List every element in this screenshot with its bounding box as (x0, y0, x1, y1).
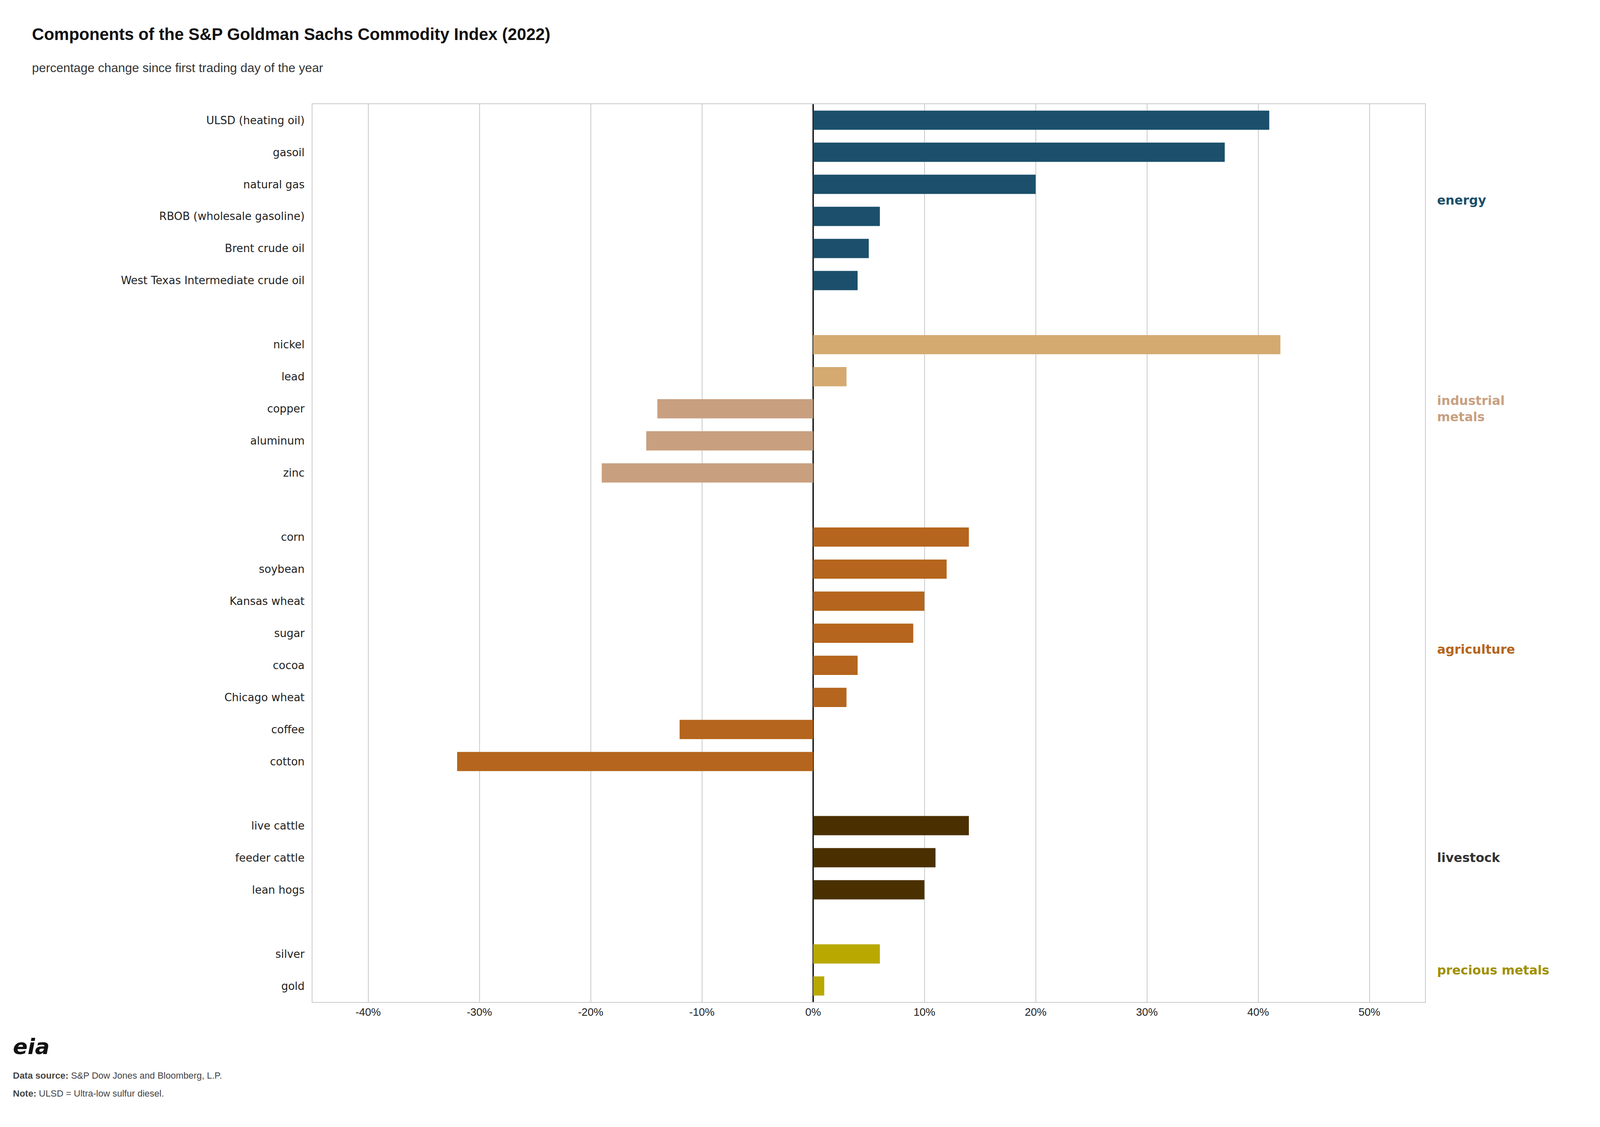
svg-text:lead: lead (281, 370, 305, 383)
svg-text:Note: ULSD = Ultra-low sulfur: Note: ULSD = Ultra-low sulfur diesel. (12, 1088, 165, 1099)
svg-text:Brent crude oil: Brent crude oil (225, 242, 305, 255)
svg-text:live cattle: live cattle (251, 819, 305, 833)
svg-text:West Texas Intermediate crude: West Texas Intermediate crude oil (120, 274, 305, 287)
svg-text:20%: 20% (1024, 1005, 1047, 1019)
svg-text:10%: 10% (913, 1005, 935, 1019)
svg-text:cocoa: cocoa (272, 659, 305, 672)
svg-text:-20%: -20% (577, 1005, 604, 1019)
svg-text:sugar: sugar (274, 627, 305, 640)
svg-text:Chicago wheat: Chicago wheat (224, 691, 305, 704)
svg-text:precious metals: precious metals (1437, 962, 1550, 978)
svg-text:gasoil: gasoil (272, 146, 305, 159)
svg-text:ULSD (heating oil): ULSD (heating oil) (206, 114, 305, 127)
svg-text:copper: copper (267, 402, 305, 415)
svg-text:-40%: -40% (355, 1005, 381, 1019)
svg-text:eia: eia (12, 1034, 50, 1060)
svg-text:livestock: livestock (1437, 850, 1501, 865)
svg-text:Components of the S&P Goldman: Components of the S&P Goldman Sachs Comm… (32, 25, 551, 44)
svg-text:aluminum: aluminum (250, 434, 305, 448)
svg-text:nickel: nickel (273, 338, 305, 351)
svg-text:natural gas: natural gas (243, 178, 305, 191)
svg-text:0%: 0% (805, 1005, 822, 1019)
svg-text:silver: silver (275, 947, 305, 961)
svg-text:energy: energy (1437, 192, 1487, 208)
svg-text:Kansas wheat: Kansas wheat (229, 595, 305, 608)
svg-text:corn: corn (280, 530, 305, 544)
svg-text:coffee: coffee (271, 723, 305, 736)
svg-text:Data source: S&P Dow Jones and: Data source: S&P Dow Jones and Bloomberg… (12, 1070, 223, 1081)
svg-text:percentage change since first: percentage change since first trading da… (32, 60, 324, 75)
svg-text:feeder cattle: feeder cattle (235, 851, 305, 865)
svg-text:cotton: cotton (270, 755, 305, 768)
svg-text:-10%: -10% (689, 1005, 715, 1019)
svg-text:gold: gold (281, 980, 305, 993)
svg-text:RBOB (wholesale gasoline): RBOB (wholesale gasoline) (159, 210, 305, 223)
svg-text:-30%: -30% (466, 1005, 493, 1019)
svg-text:soybean: soybean (258, 562, 305, 576)
svg-text:40%: 40% (1247, 1005, 1269, 1019)
svg-text:50%: 50% (1358, 1005, 1380, 1019)
svg-text:zinc: zinc (282, 466, 305, 480)
svg-text:agriculture: agriculture (1437, 642, 1515, 657)
svg-text:industrialmetals: industrialmetals (1437, 393, 1505, 425)
svg-text:lean hogs: lean hogs (252, 883, 305, 897)
svg-text:30%: 30% (1135, 1005, 1158, 1019)
